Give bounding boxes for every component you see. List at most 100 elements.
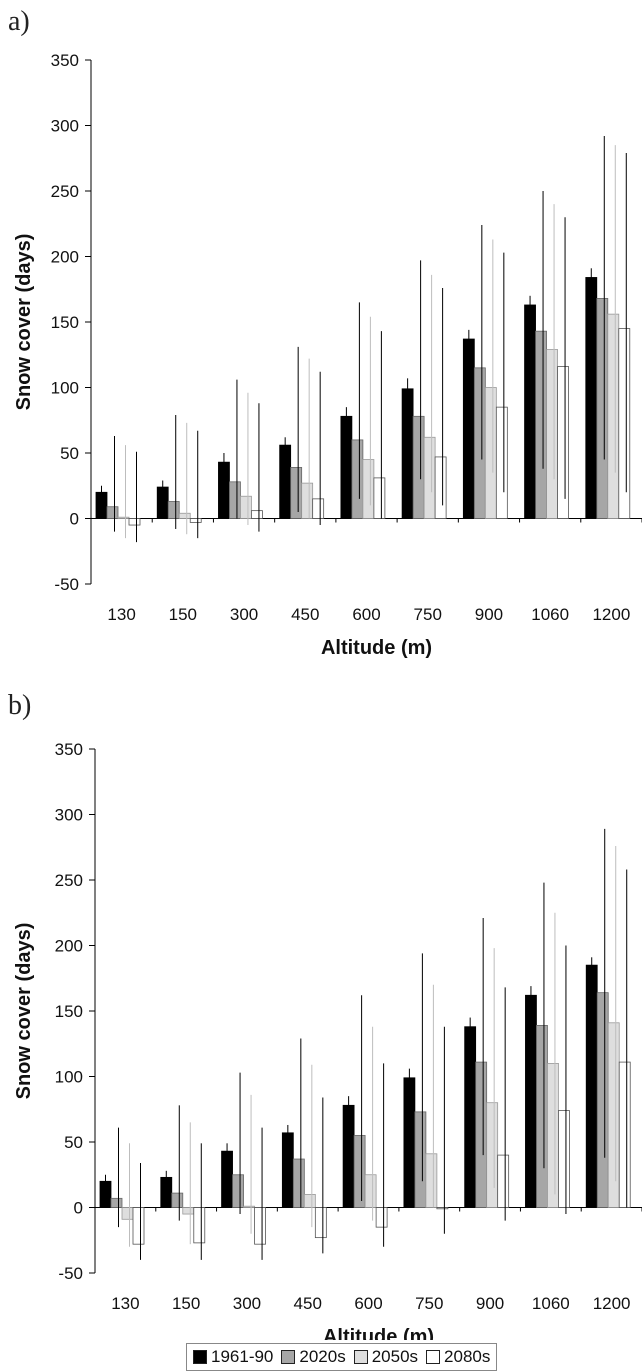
bar-1961-90 xyxy=(585,277,598,519)
y-tick-label: 250 xyxy=(55,871,83,890)
bar-2020s xyxy=(412,415,425,519)
bar-2080s xyxy=(128,518,141,526)
legend-swatch-2050s xyxy=(353,1350,368,1364)
bar-2050s xyxy=(182,1207,195,1215)
bar-2020s xyxy=(596,298,609,519)
bar-2020s xyxy=(292,1158,305,1208)
bar-2020s xyxy=(171,1192,184,1208)
x-axis-title: Altitude (m) xyxy=(321,637,432,659)
x-tick-label: 900 xyxy=(475,605,503,624)
x-tick-label: 750 xyxy=(415,1294,443,1313)
x-tick-label: 1060 xyxy=(531,605,569,624)
legend-swatch-2080s xyxy=(426,1350,441,1364)
legend-label-2080s: 2080s xyxy=(444,1347,491,1366)
y-axis-title: Snow cover (days) xyxy=(13,234,35,411)
bar-1961-90 xyxy=(525,994,537,1208)
bar-2020s xyxy=(106,506,119,519)
panel-b-label: b) xyxy=(8,690,32,721)
bar-2080s xyxy=(193,1207,206,1244)
bar-2080s xyxy=(618,1061,631,1208)
y-tick-label: 300 xyxy=(51,117,79,136)
x-tick-label: 1060 xyxy=(532,1294,570,1313)
chart-legend: 1961-90 2020s 2050s 2080s xyxy=(186,1343,498,1371)
x-tick-label: 130 xyxy=(111,1294,139,1313)
bar-2050s xyxy=(303,1193,316,1208)
legend-item-2080s: 2080s xyxy=(426,1347,490,1367)
chart-panel-a: 350 300 250 200 150 100 50 0 -50 130 150 300 450 600 7… xyxy=(13,51,642,659)
y-tick-label: 200 xyxy=(55,937,83,956)
bar-1961-90 xyxy=(281,1132,294,1208)
bar-2050s xyxy=(425,1153,438,1208)
bar-1961-90 xyxy=(585,964,598,1208)
bar-2020s xyxy=(229,481,241,519)
bar-1961-90 xyxy=(403,1077,416,1208)
bar-2080s xyxy=(558,1110,570,1208)
y-tick-label: -50 xyxy=(54,575,79,594)
bar-2020s xyxy=(232,1174,244,1208)
bar-2080s xyxy=(312,498,325,519)
legend-label-1961-90: 1961-90 xyxy=(211,1347,274,1366)
bar-2050s xyxy=(121,1207,134,1220)
y-tick-label: 250 xyxy=(51,182,79,201)
bar-2020s xyxy=(414,1111,427,1208)
y-tick-label: 150 xyxy=(55,1002,83,1021)
bar-2050s xyxy=(607,313,620,519)
x-tick-label: 150 xyxy=(169,605,197,624)
bar-2050s xyxy=(117,516,130,519)
bar-2050s xyxy=(243,1205,255,1208)
bar-1961-90 xyxy=(340,415,353,519)
bar-2050s xyxy=(362,459,375,519)
x-tick-label: 450 xyxy=(294,1294,322,1313)
y-tick-label: 150 xyxy=(51,313,79,332)
y-tick-label: 0 xyxy=(70,510,79,529)
legend-item-2020s: 2020s xyxy=(281,1347,346,1367)
x-tick-label: 600 xyxy=(354,1294,382,1313)
bar-2080s xyxy=(189,518,202,523)
x-tick-label: 130 xyxy=(107,605,135,624)
bar-2020s xyxy=(596,992,609,1208)
bar-2050s xyxy=(486,1102,499,1208)
x-tick-label: 750 xyxy=(414,605,442,624)
bar-1961-90 xyxy=(401,388,414,519)
legend-swatch-1961-90 xyxy=(193,1350,207,1364)
bar-2080s xyxy=(495,406,508,519)
x-axis-title: Altitude (m) xyxy=(323,1326,434,1340)
bar-2080s xyxy=(618,328,631,519)
y-tick-label: 50 xyxy=(60,444,79,463)
bar-2020s xyxy=(475,1061,488,1208)
bar-1961-90 xyxy=(279,444,292,519)
bar-2050s xyxy=(301,482,314,519)
bar-1961-90 xyxy=(524,304,536,519)
bar-2080s xyxy=(132,1207,145,1245)
y-tick-label: 350 xyxy=(55,740,83,759)
x-tick-label: 150 xyxy=(172,1294,200,1313)
bar-1961-90 xyxy=(342,1104,355,1208)
bar-2020s xyxy=(290,467,303,519)
legend-item-2050s: 2050s xyxy=(353,1347,419,1367)
bar-2020s xyxy=(535,330,547,519)
x-tick-label: 450 xyxy=(291,605,319,624)
legend-label-2050s: 2050s xyxy=(371,1347,419,1366)
bar-2080s xyxy=(436,1207,449,1210)
bar-2080s xyxy=(557,366,569,519)
bar-1961-90 xyxy=(462,338,475,519)
bar-2080s xyxy=(314,1207,327,1239)
bar-2020s xyxy=(536,1025,548,1208)
bar-2080s xyxy=(373,477,386,519)
x-tick-label: 600 xyxy=(352,605,380,624)
bar-2080s xyxy=(251,510,263,519)
y-tick-label: 0 xyxy=(74,1199,83,1218)
y-tick-label: 100 xyxy=(51,379,79,398)
bar-2050s xyxy=(546,349,558,519)
x-tick-label: 300 xyxy=(230,605,258,624)
bar-2050s xyxy=(423,436,436,519)
y-tick-label: 350 xyxy=(51,51,79,70)
x-tick-label: 300 xyxy=(233,1294,261,1313)
bar-2020s xyxy=(351,439,364,519)
panel-a-label: a) xyxy=(8,6,30,37)
bar-2050s xyxy=(547,1062,559,1208)
bar-1961-90 xyxy=(221,1150,233,1208)
y-tick-label: -50 xyxy=(58,1264,83,1283)
x-tick-label: 900 xyxy=(476,1294,504,1313)
y-tick-label: 100 xyxy=(55,1068,83,1087)
